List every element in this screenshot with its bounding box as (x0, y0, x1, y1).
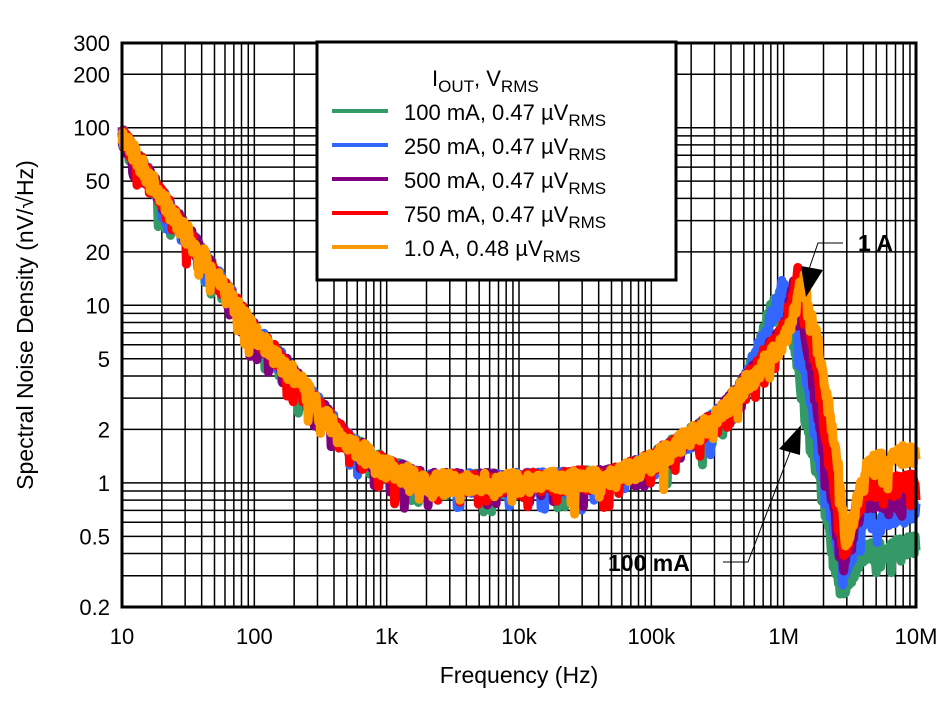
x-tick-labels: 10 100 1k 10k 100k 1M 10M (110, 624, 938, 649)
annotation-arrow-100ma (779, 425, 801, 455)
x-tick-label: 1k (375, 624, 399, 649)
y-tick-label: 1 (98, 471, 110, 496)
legend-label-4: 1.0 A, 0.48 µVRMS (404, 236, 580, 266)
y-tick-label: 10 (86, 293, 110, 318)
legend-label-3: 750 mA, 0.47 µVRMS (404, 202, 606, 232)
annotation-label-100ma: 100 mA (608, 550, 690, 576)
legend-label-2: 500 mA, 0.47 µVRMS (404, 168, 606, 198)
annotation-100ma: 100 mA (608, 425, 801, 576)
legend-title: IOUT, VRMS (432, 66, 539, 96)
annotation-leader-100ma (723, 451, 791, 563)
x-axis-label: Frequency (Hz) (440, 662, 598, 688)
annotation-arrow-1a (801, 266, 823, 297)
annotation-1a: 1 A (801, 230, 893, 297)
annotation-leader-1a (807, 242, 843, 273)
x-tick-label: 10M (895, 624, 938, 649)
y-tick-label: 50 (86, 169, 110, 194)
x-tick-label: 10k (501, 624, 537, 649)
y-tick-label: 5 (98, 347, 110, 372)
y-tick-label: 300 (73, 31, 110, 56)
y-tick-label: 20 (86, 240, 110, 265)
x-tick-label: 100 (236, 624, 273, 649)
series-line-4 (117, 127, 921, 551)
legend-label-1: 250 mA, 0.47 µVRMS (404, 134, 606, 164)
y-tick-label: 2 (98, 417, 110, 442)
annotation-label-1a: 1 A (858, 230, 893, 256)
x-tick-label: 1M (768, 624, 799, 649)
legend: IOUT, VRMS 100 mA, 0.47 µVRMS 250 mA, 0.4… (315, 40, 678, 282)
x-tick-label: 100k (627, 624, 676, 649)
y-tick-label: 0.2 (79, 595, 110, 620)
series-group (117, 125, 921, 599)
y-tick-label: 0.5 (79, 524, 110, 549)
legend-label-0: 100 mA, 0.47 µVRMS (404, 100, 606, 130)
y-tick-label: 100 (73, 116, 110, 141)
x-tick-label: 10 (110, 624, 134, 649)
y-tick-labels: 300 200 100 50 20 10 5 2 1 0.5 0.2 (73, 31, 110, 620)
legend-box (315, 40, 678, 282)
y-axis-label: Spectral Noise Density (nV/√Hz) (12, 160, 38, 490)
y-tick-label: 200 (73, 62, 110, 87)
